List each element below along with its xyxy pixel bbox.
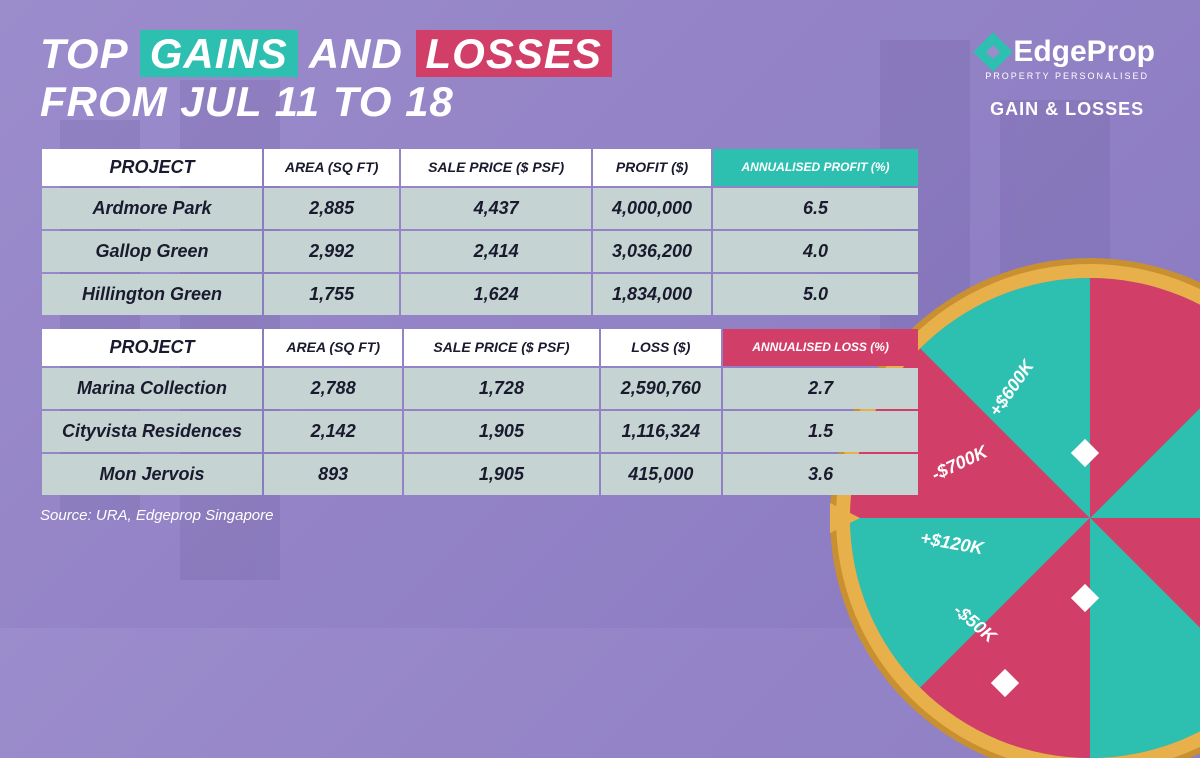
losses-header-loss: LOSS ($) bbox=[601, 329, 722, 366]
gains-header-project: PROJECT bbox=[42, 149, 262, 186]
gains-table: PROJECT AREA (SQ FT) SALE PRICE ($ PSF) … bbox=[40, 147, 920, 317]
table-cell: 4,000,000 bbox=[593, 188, 711, 229]
title-top: TOP bbox=[40, 30, 127, 77]
table-cell: 415,000 bbox=[601, 454, 722, 495]
table-cell: 3.6 bbox=[723, 454, 918, 495]
table-cell: 4,437 bbox=[401, 188, 591, 229]
table-row: Gallop Green2,9922,4143,036,2004.0 bbox=[42, 231, 918, 272]
table-cell: 893 bbox=[264, 454, 402, 495]
logo-icon bbox=[974, 32, 1014, 72]
title-losses: LOSSES bbox=[416, 30, 612, 77]
logo-tagline: PROPERTY PERSONALISED bbox=[979, 71, 1155, 81]
table-cell: 2,142 bbox=[264, 411, 402, 452]
table-cell: 3,036,200 bbox=[593, 231, 711, 272]
logo-subtitle: GAIN & LOSSES bbox=[979, 99, 1155, 120]
table-cell: 1,624 bbox=[401, 274, 591, 315]
title-dates: FROM JUL 11 TO 18 bbox=[40, 78, 454, 125]
table-cell: 2,414 bbox=[401, 231, 591, 272]
losses-header-pct: ANNUALISED LOSS (%) bbox=[723, 329, 918, 366]
table-cell: Mon Jervois bbox=[42, 454, 262, 495]
losses-table: PROJECT AREA (SQ FT) SALE PRICE ($ PSF) … bbox=[40, 327, 920, 497]
table-row: Mon Jervois8931,905415,0003.6 bbox=[42, 454, 918, 495]
table-cell: 2.7 bbox=[723, 368, 918, 409]
losses-header-project: PROJECT bbox=[42, 329, 262, 366]
losses-header-price: SALE PRICE ($ PSF) bbox=[404, 329, 598, 366]
table-cell: 1,116,324 bbox=[601, 411, 722, 452]
table-cell: 6.5 bbox=[713, 188, 918, 229]
gains-header-pct: ANNUALISED PROFIT (%) bbox=[713, 149, 918, 186]
house-icon bbox=[1071, 584, 1099, 612]
table-cell: 1,755 bbox=[264, 274, 399, 315]
table-cell: 4.0 bbox=[713, 231, 918, 272]
source-text: Source: URA, Edgeprop Singapore bbox=[40, 507, 1160, 524]
table-cell: 2,590,760 bbox=[601, 368, 722, 409]
table-cell: Gallop Green bbox=[42, 231, 262, 272]
gains-header-profit: PROFIT ($) bbox=[593, 149, 711, 186]
table-cell: 1,728 bbox=[404, 368, 598, 409]
gains-header-price: SALE PRICE ($ PSF) bbox=[401, 149, 591, 186]
table-row: Ardmore Park2,8854,4374,000,0006.5 bbox=[42, 188, 918, 229]
table-cell: 1,834,000 bbox=[593, 274, 711, 315]
house-icon bbox=[991, 669, 1019, 697]
table-cell: 1.5 bbox=[723, 411, 918, 452]
title-and: AND bbox=[309, 30, 403, 77]
table-cell: Marina Collection bbox=[42, 368, 262, 409]
table-cell: 2,788 bbox=[264, 368, 402, 409]
wheel-label: -$50K bbox=[949, 600, 1000, 648]
logo-brand-text: EdgeProp bbox=[1013, 35, 1155, 69]
losses-header-row: PROJECT AREA (SQ FT) SALE PRICE ($ PSF) … bbox=[42, 329, 918, 366]
logo-brand: EdgeProp bbox=[979, 35, 1155, 69]
title-gains: GAINS bbox=[140, 30, 298, 77]
table-cell: 5.0 bbox=[713, 274, 918, 315]
table-row: Hillington Green1,7551,6241,834,0005.0 bbox=[42, 274, 918, 315]
table-cell: 2,885 bbox=[264, 188, 399, 229]
losses-header-area: AREA (SQ FT) bbox=[264, 329, 402, 366]
table-cell: Cityvista Residences bbox=[42, 411, 262, 452]
gains-header-row: PROJECT AREA (SQ FT) SALE PRICE ($ PSF) … bbox=[42, 149, 918, 186]
logo-area: EdgeProp PROPERTY PERSONALISED GAIN & LO… bbox=[979, 35, 1155, 120]
table-cell: Ardmore Park bbox=[42, 188, 262, 229]
table-cell: 1,905 bbox=[404, 411, 598, 452]
table-row: Marina Collection2,7881,7282,590,7602.7 bbox=[42, 368, 918, 409]
table-row: Cityvista Residences2,1421,9051,116,3241… bbox=[42, 411, 918, 452]
table-cell: Hillington Green bbox=[42, 274, 262, 315]
table-cell: 2,992 bbox=[264, 231, 399, 272]
gains-header-area: AREA (SQ FT) bbox=[264, 149, 399, 186]
table-cell: 1,905 bbox=[404, 454, 598, 495]
